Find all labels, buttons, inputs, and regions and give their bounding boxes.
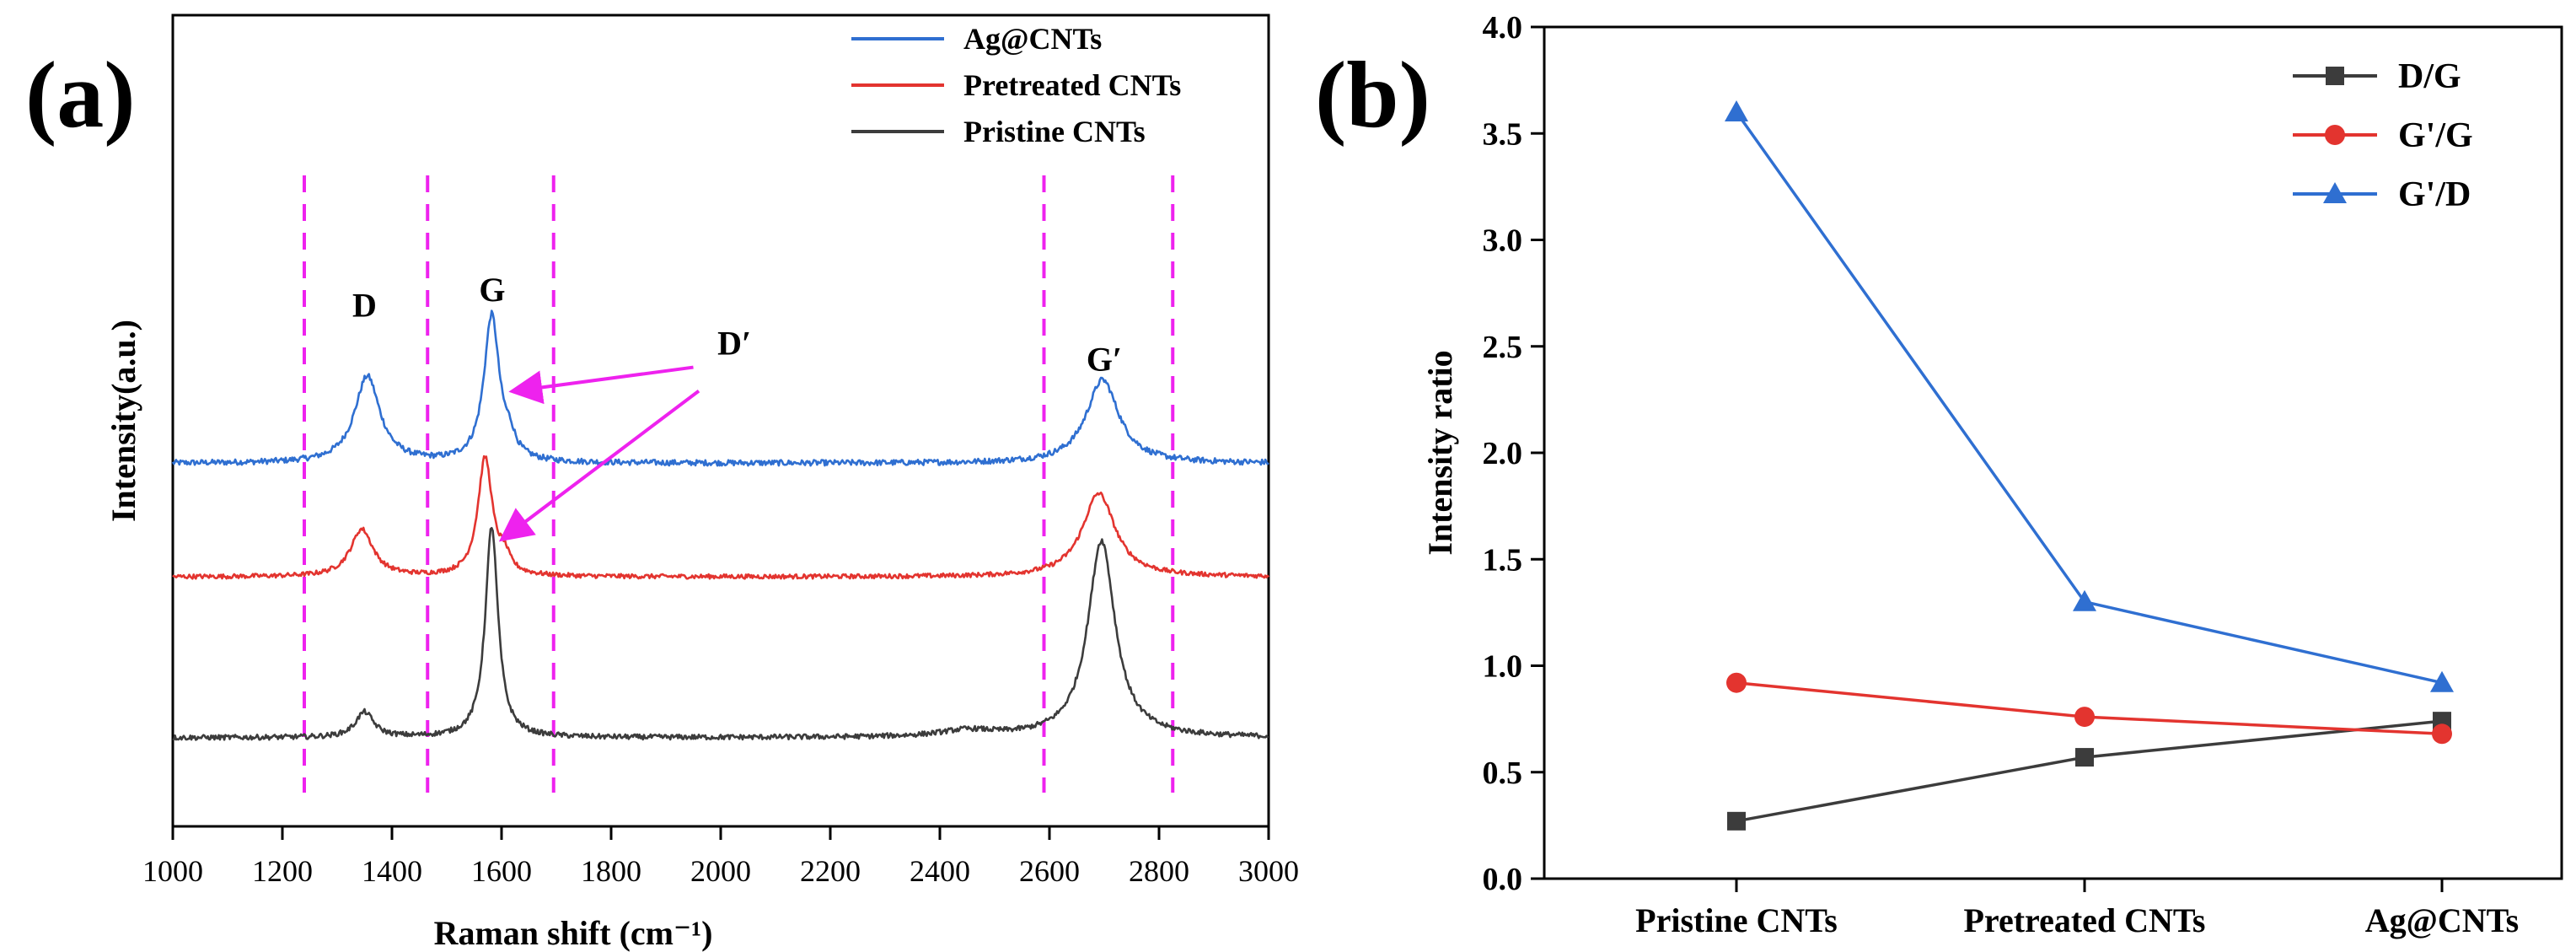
legend-marker-gp-g bbox=[2325, 125, 2345, 145]
point-d-g-2 bbox=[2075, 748, 2094, 767]
x-tick-label-1600: 1600 bbox=[471, 854, 532, 888]
y-tick-label-0.5: 0.5 bbox=[1483, 756, 1523, 791]
x-tick-label-2400: 2400 bbox=[910, 854, 970, 888]
x-tick-label-1400: 1400 bbox=[362, 854, 422, 888]
x-tick-label-3000: 3000 bbox=[1238, 854, 1299, 888]
y-tick-label-2: 2.0 bbox=[1483, 436, 1523, 471]
peak-label-4: D′ bbox=[717, 325, 751, 363]
legend-label-gp-g: G'/G bbox=[2398, 116, 2473, 155]
legend-label-a-1: Ag@CNTs bbox=[963, 22, 1102, 56]
d-prime-arrow-1 bbox=[508, 365, 694, 405]
point-gp-g-3 bbox=[2432, 723, 2452, 745]
y-axis-label-b: Intensity ratio bbox=[1421, 350, 1459, 555]
series-line-d-g bbox=[1736, 719, 2443, 823]
panel-label-a: (a) bbox=[25, 43, 136, 148]
y-axis-label-a: Intensity(a.u.) bbox=[105, 320, 142, 522]
legend-label-a-3: Pristine CNTs bbox=[963, 115, 1146, 148]
peak-label-2: G bbox=[479, 271, 505, 309]
spectrum-pretreated-cnts bbox=[172, 454, 1269, 580]
x-tick-label-2600: 2600 bbox=[1019, 854, 1080, 888]
point-d-g-1 bbox=[1727, 811, 1746, 831]
legend-marker-d-g bbox=[2326, 67, 2344, 85]
spectrum-pristine-cnts bbox=[172, 526, 1269, 741]
y-tick-label-2.5: 2.5 bbox=[1483, 330, 1523, 365]
x-tick-label-2200: 2200 bbox=[800, 854, 861, 888]
d-prime-arrow-2 bbox=[498, 390, 700, 542]
legend-label-d-g: D/G bbox=[2398, 57, 2461, 96]
panel-label-b: (b) bbox=[1315, 43, 1430, 148]
x-tick-label-1800: 1800 bbox=[581, 854, 641, 888]
y-tick-label-0: 0.0 bbox=[1483, 862, 1523, 897]
point-gp-d-3 bbox=[2430, 670, 2454, 692]
category-label-2: Pretreated CNTs bbox=[1964, 901, 2206, 939]
x-tick-label-2000: 2000 bbox=[690, 854, 751, 888]
legend-marker-gp-d bbox=[2323, 182, 2347, 203]
y-tick-label-4: 4.0 bbox=[1483, 10, 1523, 46]
peak-label-3: G′ bbox=[1087, 340, 1122, 378]
x-tick-label-1000: 1000 bbox=[142, 854, 203, 888]
legend-label-gp-d: G'/D bbox=[2398, 175, 2471, 214]
x-axis-label-a: Raman shift (cm⁻¹) bbox=[434, 914, 713, 952]
x-tick-label-1200: 1200 bbox=[252, 854, 313, 888]
y-tick-label-1.5: 1.5 bbox=[1483, 542, 1523, 578]
x-tick-label-2800: 2800 bbox=[1129, 854, 1189, 888]
spectrum-ag-cnts bbox=[171, 309, 1269, 467]
category-label-3: Ag@CNTs bbox=[2365, 901, 2519, 939]
point-gp-d-1 bbox=[1725, 100, 1748, 121]
legend-label-a-2: Pretreated CNTs bbox=[963, 68, 1181, 102]
category-label-1: Pristine CNTs bbox=[1635, 901, 1838, 939]
point-gp-d-2 bbox=[2073, 589, 2096, 611]
point-gp-g-1 bbox=[1726, 672, 1747, 693]
peak-label-1: D bbox=[352, 287, 377, 325]
point-gp-g-2 bbox=[2074, 707, 2095, 728]
intensity-ratio-chart: 0.0 0.5 1.0 1.5 2.0 2.5 3.0 3.5 4.0 Pristine CNT… bbox=[1421, 10, 2563, 939]
raman-spectra-chart: 1000 1200 1400 1600 1800 2000 2200 2400 2600 2800… bbox=[105, 13, 1299, 952]
y-tick-label-3.5: 3.5 bbox=[1483, 116, 1523, 152]
y-tick-label-3: 3.0 bbox=[1483, 223, 1523, 259]
y-tick-label-1: 1.0 bbox=[1483, 649, 1523, 685]
